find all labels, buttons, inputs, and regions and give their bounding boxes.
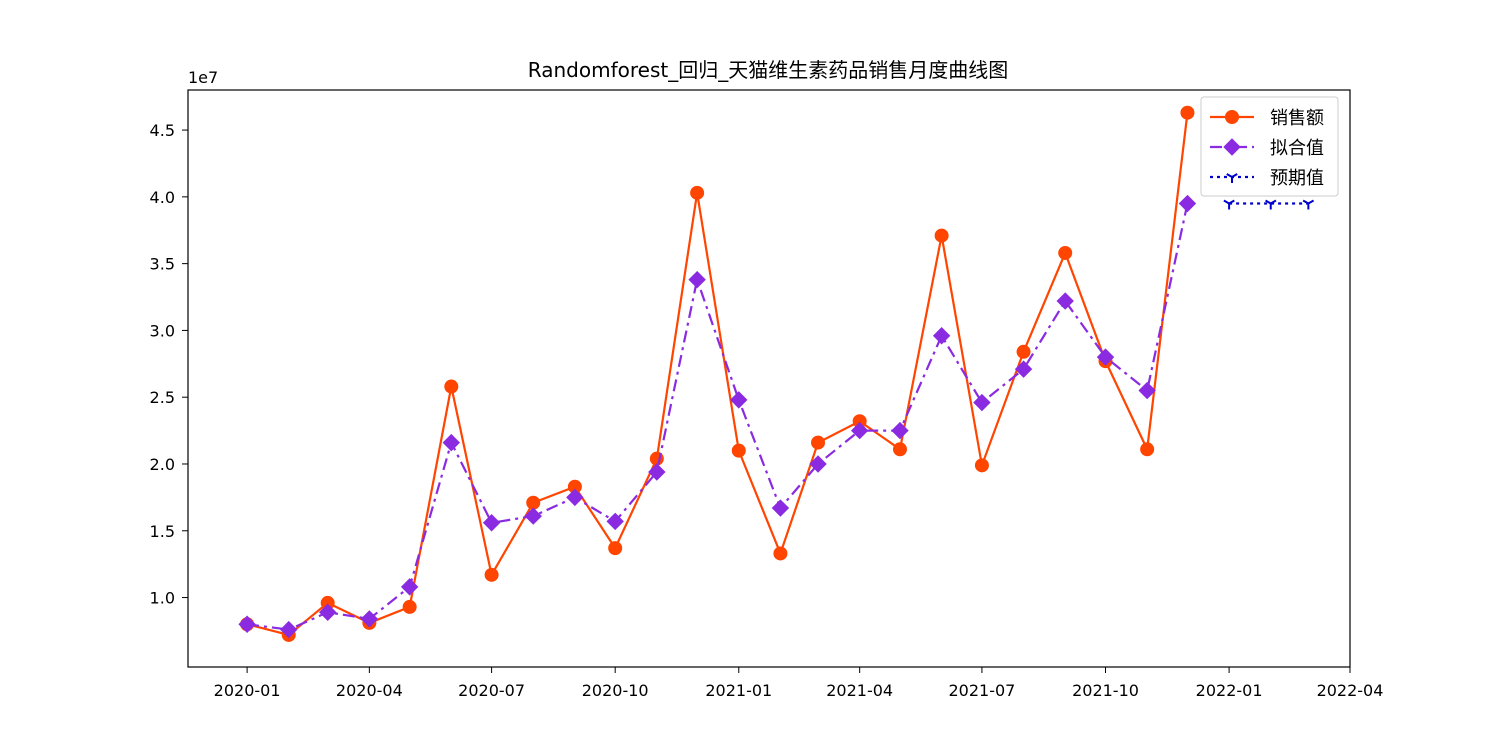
data-point: [731, 443, 746, 458]
data-point: [1096, 348, 1115, 366]
y-tick-label: 2.0: [150, 455, 175, 474]
legend-label: 拟合值: [1270, 138, 1324, 159]
y-tick-label: 3.0: [150, 321, 175, 340]
y-tick-label: 1.5: [150, 522, 175, 541]
x-tick-label: 2021-01: [705, 681, 772, 700]
data-point: [402, 599, 417, 614]
data-point: [442, 433, 461, 452]
data-point: [850, 421, 869, 440]
x-tick-label: 2021-07: [948, 681, 1015, 700]
legend-marker: [1225, 110, 1239, 124]
data-point: [809, 455, 827, 473]
data-point: [1056, 292, 1074, 310]
series-layer: [238, 105, 1315, 642]
series-1: [240, 105, 1195, 642]
legend-marker: [1223, 138, 1241, 156]
data-point: [773, 546, 788, 561]
data-point: [1180, 105, 1195, 120]
data-point: [280, 620, 298, 639]
y-tick-label: 1.0: [150, 589, 175, 608]
plot-border: [187, 89, 1351, 668]
data-point: [1016, 344, 1031, 359]
data-point: [690, 185, 705, 200]
data-point: [1140, 442, 1155, 457]
data-point: [1223, 199, 1235, 210]
data-point: [1178, 194, 1197, 213]
data-point: [973, 393, 991, 412]
x-tick-label: 2020-07: [458, 681, 525, 700]
data-point: [444, 379, 459, 394]
x-tick-label: 2022-01: [1196, 681, 1263, 700]
data-point: [811, 435, 826, 450]
series-3: [1223, 199, 1315, 210]
data-point: [934, 228, 949, 243]
data-point: [730, 391, 748, 409]
data-point: [606, 512, 624, 531]
data-point: [1265, 199, 1277, 210]
data-point: [319, 603, 337, 621]
data-point: [1058, 245, 1073, 260]
data-point: [524, 507, 542, 525]
data-point: [238, 615, 256, 633]
y-axis: 1.0 1.5 2.0 2.5 3.0 3.5 4.0 4.5: [150, 121, 188, 608]
data-point: [608, 541, 623, 556]
data-point: [1302, 199, 1315, 210]
y-tick-label: 3.5: [150, 255, 175, 274]
data-point: [648, 463, 666, 481]
legend-label: 销售额: [1270, 108, 1324, 129]
x-tick-label: 2020-01: [214, 681, 281, 700]
x-tick-label: 2020-10: [582, 681, 649, 700]
y-tick-label: 4.0: [150, 188, 175, 207]
x-tick-label: 2021-10: [1072, 681, 1139, 700]
data-point: [1014, 360, 1033, 378]
series-line: [246, 203, 1189, 631]
data-point: [891, 421, 909, 440]
y-tick-label: 2.5: [150, 388, 175, 407]
data-point: [892, 442, 907, 457]
y-tick-label: 4.5: [150, 121, 175, 140]
plot-frame: [187, 89, 1351, 668]
data-point: [688, 270, 706, 289]
data-point: [360, 610, 379, 628]
legend-marker: [1226, 173, 1238, 183]
data-point: [484, 567, 499, 582]
legend-label: 预期值: [1270, 168, 1324, 189]
data-point: [526, 495, 541, 510]
x-tick-label: 2021-04: [826, 681, 893, 700]
x-tick-label: 2022-04: [1317, 681, 1384, 700]
data-point: [400, 578, 419, 596]
x-axis: 2020-01 2020-04 2020-07 2020-10 2021-01 2021-…: [214, 667, 1384, 700]
data-point: [566, 488, 584, 507]
series-2: [238, 194, 1197, 639]
data-point: [974, 458, 989, 473]
x-tick-label: 2020-04: [336, 681, 403, 700]
chart-title: Randomforest_回归_天猫维生素药品销售月度曲线图: [528, 58, 1008, 82]
data-point: [932, 327, 951, 345]
data-point: [771, 499, 790, 517]
data-point: [482, 514, 501, 532]
series-line: [246, 112, 1189, 637]
data-point: [1138, 381, 1156, 400]
y-offset-label: 1e7: [188, 68, 218, 87]
